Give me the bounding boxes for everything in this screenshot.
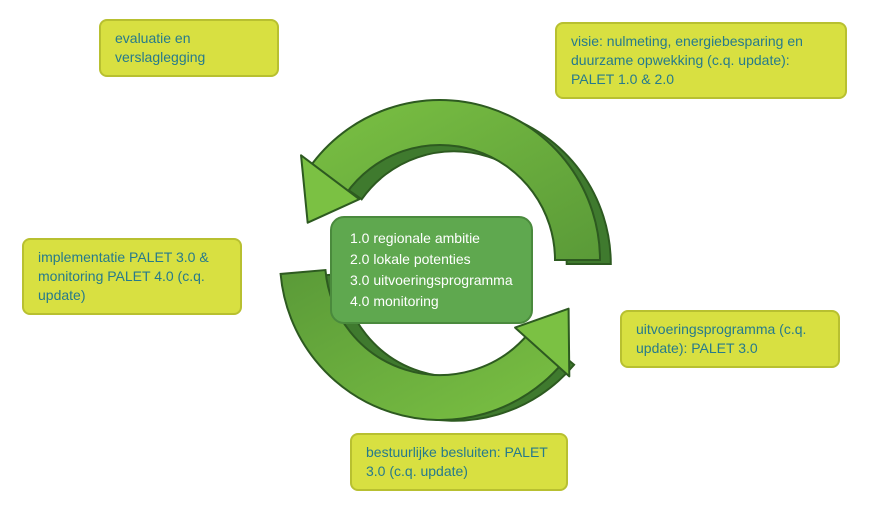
callout-evaluatie: evaluatie en verslaglegging bbox=[99, 19, 279, 77]
center-line: 3.0 uitvoeringsprogramma bbox=[350, 270, 513, 291]
callout-visie: visie: nulmeting, energiebesparing en du… bbox=[555, 22, 847, 99]
callout-text: bestuurlijke besluiten: PALET 3.0 (c.q. … bbox=[366, 444, 548, 479]
callout-implementatie: implementatie PALET 3.0 & monitoring PAL… bbox=[22, 238, 242, 315]
callout-text: uitvoeringsprogramma (c.q. update): PALE… bbox=[636, 321, 806, 356]
callout-text: implementatie PALET 3.0 & monitoring PAL… bbox=[38, 249, 209, 303]
center-line: 2.0 lokale potenties bbox=[350, 249, 513, 270]
center-line: 4.0 monitoring bbox=[350, 291, 513, 312]
callout-text: visie: nulmeting, energiebesparing en du… bbox=[571, 33, 803, 87]
center-box: 1.0 regionale ambitie 2.0 lokale potenti… bbox=[330, 216, 533, 324]
callout-uitvoering: uitvoeringsprogramma (c.q. update): PALE… bbox=[620, 310, 840, 368]
center-line: 1.0 regionale ambitie bbox=[350, 228, 513, 249]
callout-text: evaluatie en verslaglegging bbox=[115, 30, 205, 65]
callout-bestuurlijke: bestuurlijke besluiten: PALET 3.0 (c.q. … bbox=[350, 433, 568, 491]
